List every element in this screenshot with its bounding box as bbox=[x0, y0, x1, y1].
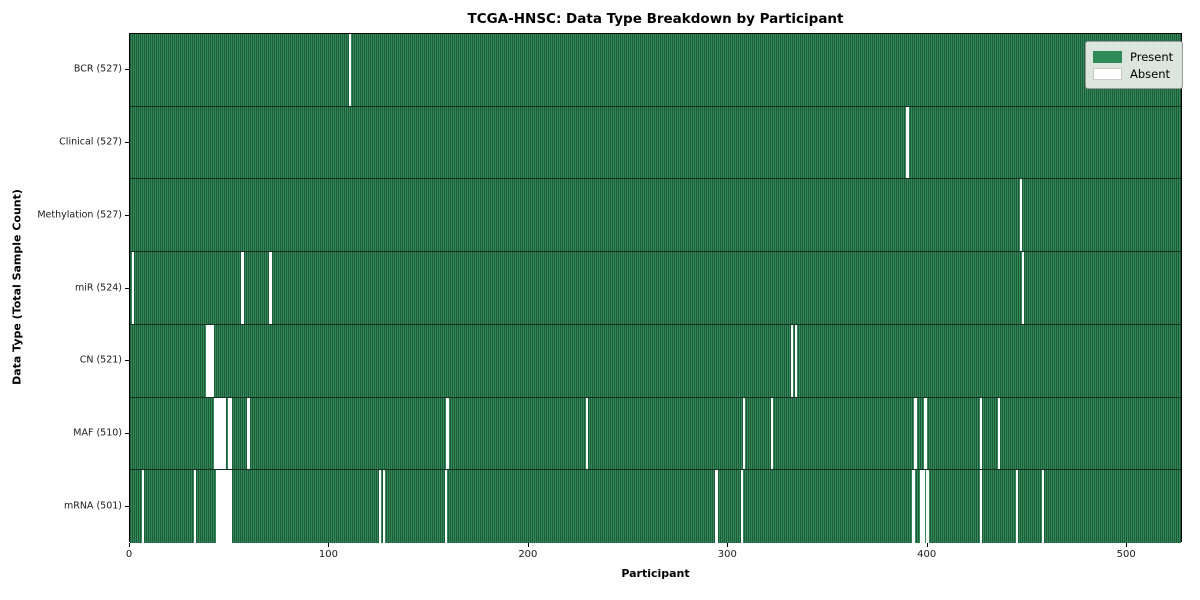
absent-gap-mrna-427 bbox=[979, 470, 983, 543]
legend-entry-present: Present bbox=[1093, 48, 1173, 65]
y-tick bbox=[125, 505, 129, 507]
absent-gap-cn-39 bbox=[207, 324, 211, 397]
legend-swatch-absent-icon bbox=[1093, 67, 1122, 80]
plot-area bbox=[129, 33, 1182, 543]
legend-label-present: Present bbox=[1130, 49, 1174, 64]
y-tick bbox=[125, 69, 129, 71]
absent-gap-mrna-46 bbox=[221, 470, 224, 543]
legend: Present Absent bbox=[1085, 41, 1184, 89]
absent-gap-maf-394 bbox=[914, 397, 917, 470]
absent-gap-cn-332 bbox=[790, 324, 794, 397]
absent-gap-mrna-32 bbox=[193, 470, 197, 543]
absent-gap-cn-38 bbox=[205, 324, 209, 397]
row-clinical bbox=[130, 106, 1181, 180]
x-axis-label: Participant bbox=[621, 567, 690, 580]
absent-gap-mrna-400 bbox=[926, 470, 929, 543]
absent-gap-maf-399 bbox=[924, 397, 927, 470]
absent-gap-mrna-445 bbox=[1015, 470, 1019, 543]
absent-gap-mrna-393 bbox=[912, 470, 915, 543]
absent-gap-mrna-45 bbox=[219, 470, 222, 543]
absent-gap-mrna-43 bbox=[215, 470, 218, 543]
absent-gap-mrna-398 bbox=[922, 470, 925, 543]
absent-gap-mrna-127 bbox=[382, 470, 386, 543]
y-tick-label-cn: CN (521) bbox=[79, 354, 122, 366]
x-tick bbox=[727, 543, 729, 547]
absent-gap-mrna-125 bbox=[378, 470, 382, 543]
y-tick-label-mir: miR (524) bbox=[74, 282, 122, 293]
absent-gap-mrna-50 bbox=[229, 470, 232, 543]
x-tick-label-400: 400 bbox=[917, 549, 937, 560]
chart-title: TCGA-HNSC: Data Type Breakdown by Partic… bbox=[467, 11, 844, 27]
y-tick-label-bcr: BCR (527) bbox=[73, 63, 122, 75]
y-tick bbox=[125, 142, 129, 144]
absent-gap-maf-308 bbox=[743, 397, 746, 470]
absent-gap-maf-229 bbox=[585, 397, 589, 470]
x-tick bbox=[129, 543, 130, 547]
y-tick-label-methylation: Methylation (527) bbox=[37, 209, 122, 221]
absent-gap-maf-59 bbox=[247, 397, 250, 470]
absent-gap-maf-44 bbox=[217, 397, 220, 470]
row-cn bbox=[130, 324, 1181, 398]
y-tick bbox=[125, 432, 129, 434]
x-tick bbox=[1126, 543, 1128, 547]
row-methylation bbox=[130, 179, 1181, 253]
absent-gap-maf-436 bbox=[997, 397, 1001, 470]
absent-gap-mir-70 bbox=[269, 252, 272, 324]
absent-gap-mrna-49 bbox=[227, 470, 230, 543]
x-tick-label-300: 300 bbox=[717, 549, 737, 560]
absent-gap-maf-159 bbox=[446, 397, 449, 470]
x-tick bbox=[328, 543, 330, 547]
absent-gap-maf-50 bbox=[229, 397, 232, 470]
absent-gap-maf-47 bbox=[223, 397, 226, 470]
row-mir bbox=[130, 252, 1181, 325]
y-tick bbox=[125, 360, 129, 362]
legend-entry-absent: Absent bbox=[1093, 65, 1173, 82]
absent-gap-mrna-158 bbox=[444, 470, 447, 543]
absent-gap-mrna-294 bbox=[715, 470, 718, 543]
y-tick bbox=[125, 287, 129, 289]
absent-gap-maf-46 bbox=[221, 397, 224, 470]
absent-gap-cn-41 bbox=[211, 324, 214, 397]
x-tick bbox=[527, 543, 529, 547]
absent-gap-mir-56 bbox=[241, 252, 244, 324]
y-tick bbox=[125, 214, 129, 216]
y-tick-label-mrna: mRNA (501) bbox=[63, 500, 122, 512]
y-tick-label-clinical: Clinical (527) bbox=[59, 136, 122, 148]
x-tick-label-100: 100 bbox=[318, 549, 338, 560]
x-tick-label-500: 500 bbox=[1116, 549, 1136, 560]
y-tick-label-maf: MAF (510) bbox=[73, 427, 122, 439]
absent-gap-mrna-307 bbox=[741, 470, 744, 543]
absent-gap-maf-43 bbox=[215, 397, 218, 470]
legend-label-absent: Absent bbox=[1130, 66, 1171, 81]
absent-gap-mir-1 bbox=[131, 252, 135, 324]
row-maf bbox=[130, 397, 1181, 471]
absent-gap-maf-42 bbox=[213, 397, 216, 470]
absent-gap-mir-448 bbox=[1021, 252, 1025, 324]
absent-gap-mrna-458 bbox=[1041, 470, 1045, 543]
absent-gap-maf-427 bbox=[979, 397, 983, 470]
absent-gap-clinical-390 bbox=[906, 106, 909, 179]
absent-gap-maf-322 bbox=[770, 397, 774, 470]
x-tick-label-0: 0 bbox=[125, 549, 133, 560]
absent-gap-cn-40 bbox=[209, 324, 212, 397]
absent-gap-maf-45 bbox=[219, 397, 222, 470]
absent-gap-mrna-6 bbox=[141, 470, 145, 543]
absent-gap-mrna-48 bbox=[225, 470, 228, 543]
row-bcr bbox=[130, 34, 1181, 107]
absent-gap-cn-334 bbox=[794, 324, 798, 397]
absent-gap-maf-49 bbox=[227, 397, 230, 470]
x-tick-label-200: 200 bbox=[518, 549, 538, 560]
legend-swatch-present-icon bbox=[1093, 50, 1122, 63]
absent-gap-mrna-44 bbox=[217, 470, 220, 543]
x-tick bbox=[926, 543, 928, 547]
absent-gap-mrna-397 bbox=[920, 470, 923, 543]
absent-gap-methylation-447 bbox=[1019, 179, 1023, 252]
absent-gap-bcr-110 bbox=[348, 34, 352, 106]
row-mrna bbox=[130, 470, 1181, 543]
absent-gap-mrna-47 bbox=[223, 470, 226, 543]
